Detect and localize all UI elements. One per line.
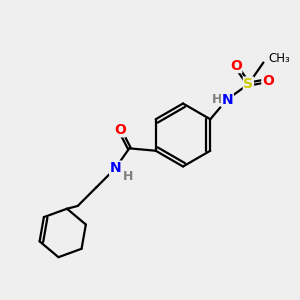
Text: O: O — [114, 123, 126, 137]
Text: O: O — [230, 58, 242, 73]
Text: S: S — [243, 77, 254, 91]
Text: O: O — [262, 74, 274, 88]
Text: N: N — [110, 161, 121, 175]
Text: H: H — [212, 93, 222, 106]
Text: H: H — [123, 170, 134, 183]
Text: CH₃: CH₃ — [269, 52, 290, 65]
Text: N: N — [222, 93, 233, 107]
